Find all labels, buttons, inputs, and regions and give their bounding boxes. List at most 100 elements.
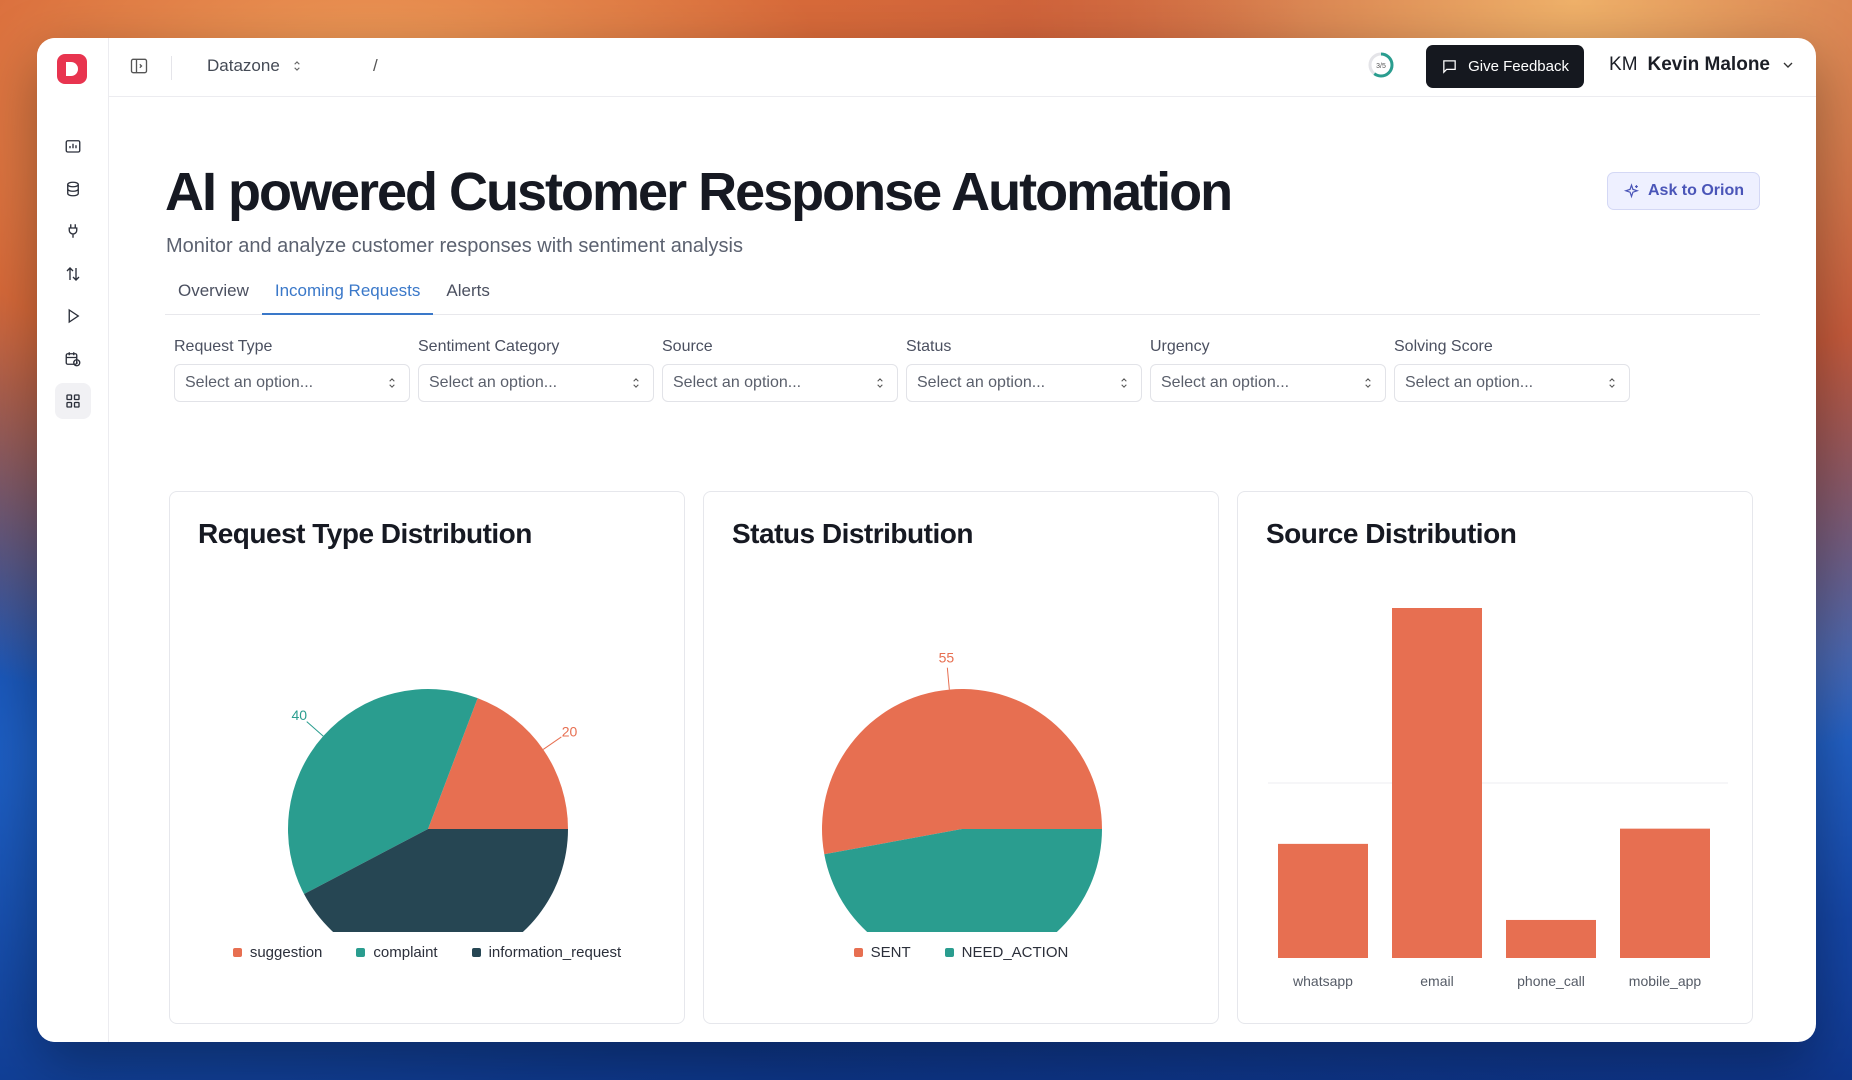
card-title: Source Distribution — [1266, 518, 1517, 549]
page-subtitle: Monitor and analyze customer responses w… — [166, 235, 743, 257]
tab-alerts[interactable]: Alerts — [446, 281, 490, 300]
ask-to-orion-label: Ask to Orion — [1647, 182, 1744, 199]
dashboard-icon[interactable] — [55, 128, 91, 164]
legend-item[interactable]: complaint — [356, 944, 438, 961]
calendar-clock-icon[interactable] — [55, 341, 91, 377]
sentiment-category-select[interactable]: Select an option... — [418, 364, 654, 402]
request-type-pie-chart: 204044 — [288, 689, 578, 932]
filter-bar: Request Type Select an option... Sentime… — [174, 338, 1630, 402]
legend-item[interactable]: SENT — [853, 944, 911, 961]
tab-bar: Overview Incoming Requests Alerts — [165, 269, 1760, 315]
user-initials: KM — [1609, 54, 1638, 75]
urgency-select[interactable]: Select an option... — [1150, 364, 1386, 402]
bar-whatsapp[interactable] — [1278, 843, 1368, 958]
legend-swatch — [232, 948, 242, 957]
filter-label: Request Type — [174, 338, 273, 355]
chart-legend: suggestion complaint information_request — [170, 944, 684, 961]
select-placeholder: Select an option... — [185, 374, 314, 391]
main-content: AI powered Customer Response Automation … — [109, 97, 1816, 1042]
filter-sentiment-category: Sentiment Category Select an option... — [418, 338, 654, 402]
give-feedback-label: Give Feedback — [1468, 58, 1569, 75]
pie-slice-information_request[interactable] — [304, 829, 568, 932]
panel-toggle-icon[interactable] — [129, 56, 151, 78]
select-placeholder: Select an option... — [1161, 374, 1290, 391]
bar-email[interactable] — [1392, 608, 1482, 958]
app-logo[interactable] — [57, 54, 87, 84]
select-placeholder: Select an option... — [1405, 374, 1534, 391]
legend-item[interactable]: suggestion — [232, 944, 323, 961]
chevron-up-down-icon — [1121, 378, 1127, 388]
legend-label: NEED_ACTION — [961, 944, 1069, 961]
filter-label: Solving Score — [1394, 338, 1493, 355]
select-placeholder: Select an option... — [917, 374, 1046, 391]
filter-solving-score: Solving Score Select an option... — [1394, 338, 1630, 402]
filter-label: Source — [662, 338, 713, 355]
apps-grid-icon[interactable] — [55, 383, 91, 419]
pie-value-label: 40 — [291, 707, 307, 723]
select-placeholder: Select an option... — [429, 374, 558, 391]
chevron-up-down-icon — [1609, 378, 1615, 388]
onboarding-progress[interactable]: 3/5 — [1366, 50, 1396, 80]
filter-status: Status Select an option... — [906, 338, 1142, 402]
source-select[interactable]: Select an option... — [662, 364, 898, 402]
give-feedback-button[interactable]: Give Feedback — [1426, 45, 1584, 88]
sparkle-icon — [1623, 182, 1640, 198]
chevron-up-down-icon — [877, 378, 883, 388]
divider — [171, 56, 172, 80]
progress-label: 3/5 — [1376, 63, 1386, 70]
transfer-icon[interactable] — [55, 256, 91, 292]
user-menu[interactable]: KM Kevin Malone — [1609, 54, 1796, 76]
legend-label: SENT — [870, 944, 911, 961]
status-card: Status Distribution 5549 SENT NEED_ACTIO… — [703, 491, 1219, 1024]
bar-phone_call[interactable] — [1506, 919, 1596, 958]
status-select[interactable]: Select an option... — [906, 364, 1142, 402]
message-icon — [1443, 60, 1456, 74]
card-title: Request Type Distribution — [198, 518, 532, 549]
chevron-up-down-icon — [1365, 378, 1371, 388]
chevron-down-icon — [1783, 62, 1793, 68]
top-bar: Datazone / 3/5 Give Feedback KM Kevin Ma… — [109, 38, 1816, 97]
chevron-up-down-icon — [389, 378, 395, 388]
x-tick-label: email — [1420, 973, 1453, 989]
filter-label: Urgency — [1150, 338, 1210, 355]
bar-mobile_app[interactable] — [1620, 828, 1710, 958]
legend-label: suggestion — [249, 944, 323, 961]
workspace-selector[interactable]: Datazone — [207, 56, 304, 76]
select-placeholder: Select an option... — [673, 374, 802, 391]
legend-item[interactable]: information_request — [471, 944, 621, 961]
solving-score-select[interactable]: Select an option... — [1394, 364, 1630, 402]
play-icon[interactable] — [55, 298, 91, 334]
request-type-card: Request Type Distribution 204044 suggest… — [169, 491, 685, 1024]
pie-value-label: 55 — [939, 650, 955, 666]
pie-slice-SENT[interactable] — [822, 689, 1102, 855]
workspace-name: Datazone — [207, 56, 280, 75]
pie-slice-complaint[interactable] — [288, 689, 478, 895]
page-title: AI powered Customer Response Automation — [165, 162, 1233, 222]
plug-icon[interactable] — [55, 213, 91, 249]
source-card: Source Distribution whatsapp email phone_c… — [1237, 491, 1753, 1024]
chart-legend: SENT NEED_ACTION — [704, 944, 1218, 961]
source-bar-chart: whatsapp email phone_call mobile_app — [1268, 608, 1728, 989]
app-window: Datazone / 3/5 Give Feedback KM Kevin Ma… — [37, 38, 1816, 1042]
pie-slice-NEED_ACTION[interactable] — [824, 829, 1102, 932]
ask-to-orion-button[interactable]: Ask to Orion — [1606, 172, 1760, 210]
user-name: Kevin Malone — [1647, 54, 1770, 75]
legend-swatch — [853, 948, 863, 957]
chevron-up-down-icon — [294, 61, 300, 71]
tab-overview[interactable]: Overview — [178, 281, 249, 300]
filter-urgency: Urgency Select an option... — [1150, 338, 1386, 402]
pie-label-line — [542, 736, 562, 750]
legend-item[interactable]: NEED_ACTION — [944, 944, 1069, 961]
pie-value-label: 20 — [562, 723, 578, 739]
x-tick-label: whatsapp — [1292, 973, 1353, 989]
pie-slice-suggestion[interactable] — [428, 698, 568, 829]
tab-incoming-requests[interactable]: Incoming Requests — [261, 269, 434, 315]
card-title: Status Distribution — [732, 518, 973, 549]
request-type-select[interactable]: Select an option... — [174, 364, 410, 402]
database-icon[interactable] — [55, 171, 91, 207]
legend-swatch — [471, 948, 481, 957]
status-pie-chart: 5549 — [822, 650, 1102, 932]
filter-label: Status — [906, 338, 952, 355]
chevron-up-down-icon — [633, 378, 639, 388]
sidebar — [37, 38, 109, 1042]
